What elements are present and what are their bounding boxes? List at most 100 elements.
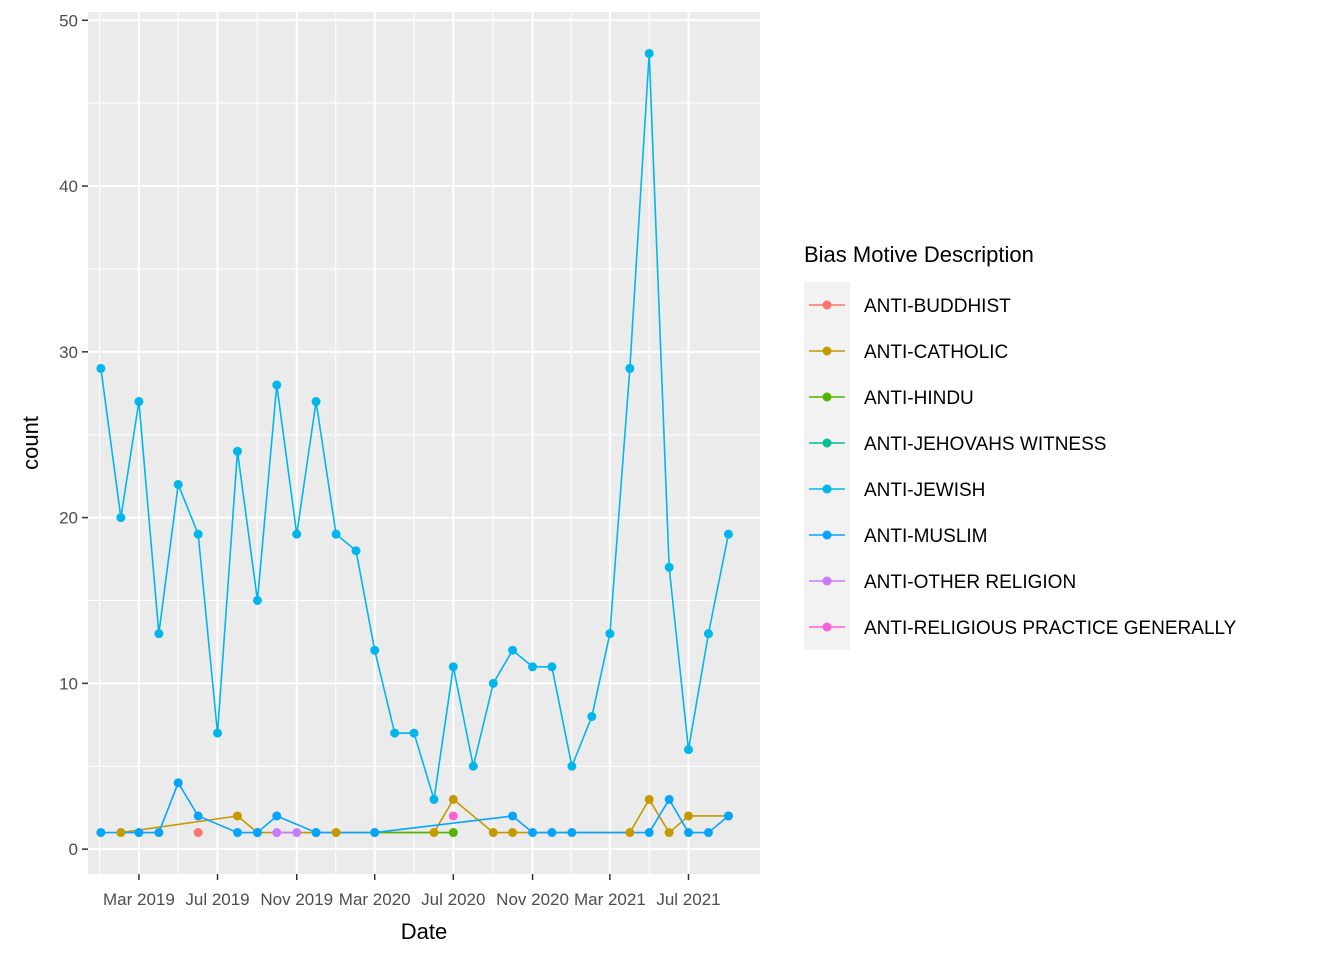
point-anti-catholic [331,828,341,838]
point-anti-catholic [683,811,693,821]
point-anti-jewish [252,595,262,605]
point-anti-muslim [664,794,674,804]
point-anti-jewish [567,761,577,771]
legend-label-anti-jewish: ANTI-JEWISH [864,480,985,501]
point-anti-muslim [252,828,262,838]
point-anti-jewish [232,446,242,456]
legend-items: ANTI-BUDDHIST ANTI-CATHOLIC ANTI-HINDU ANTI… [809,296,1237,639]
point-anti-muslim [232,828,242,838]
point-anti-jewish [547,662,557,672]
point-anti-catholic [644,794,654,804]
point-anti-catholic [116,828,126,838]
legend-key-point-anti-jewish [822,484,832,494]
point-anti-muslim [173,778,183,788]
legend-label-anti-religious-practice-generally: ANTI-RELIGIOUS PRACTICE GENERALLY [864,618,1237,639]
point-anti-jewish [587,712,597,722]
point-anti-jewish [370,645,380,655]
x-axis-title: Date [401,919,447,944]
point-anti-jewish [429,794,439,804]
x-axis: Mar 2019 Jul 2019 Nov 2019 Mar 2020 Jul 2020… [103,874,721,909]
point-anti-muslim [370,828,380,838]
point-anti-jewish [116,513,126,523]
y-tick-label: 30 [59,343,78,362]
legend-key-point-anti-other-religion [822,576,832,586]
point-anti-religious-practice-generally [448,811,458,821]
x-tick-label: Mar 2021 [574,890,646,909]
point-anti-jewish [96,363,106,373]
point-anti-jewish [468,761,478,771]
point-anti-catholic [448,794,458,804]
point-anti-jewish [448,662,458,672]
point-anti-jewish [625,363,635,373]
point-anti-muslim [683,828,693,838]
grid-major [88,12,760,874]
point-anti-jewish [193,529,203,539]
point-anti-jewish [272,380,282,390]
x-tick-label: Nov 2020 [496,890,569,909]
point-anti-jewish [644,48,654,58]
y-tick-label: 20 [59,509,78,528]
legend-title: Bias Motive Description [804,242,1034,267]
legend-key-point-anti-muslim [822,530,832,540]
point-anti-catholic [625,828,635,838]
legend-label-anti-catholic: ANTI-CATHOLIC [864,342,1008,363]
legend: Bias Motive Description ANTI-BUDDHIST ANT… [804,242,1237,650]
point-anti-catholic [488,828,498,838]
point-anti-muslim [528,828,538,838]
point-anti-jewish [488,678,498,688]
series-points [96,48,733,838]
point-anti-jewish [508,645,518,655]
legend-key-point-anti-catholic [822,346,832,356]
legend-key-point-anti-hindu [822,392,832,402]
y-axis-title: count [18,416,43,470]
point-anti-muslim [154,828,164,838]
point-anti-buddhist [193,828,203,838]
point-anti-jewish [173,479,183,489]
x-tick-label: Jul 2019 [185,890,249,909]
point-anti-jewish [351,546,361,556]
point-anti-jewish [723,529,733,539]
point-anti-jewish [683,745,693,755]
point-anti-catholic [232,811,242,821]
y-tick-label: 10 [59,674,78,693]
x-tick-label: Nov 2019 [260,890,333,909]
y-axis: 0 10 20 30 40 50 [59,11,88,859]
point-anti-muslim [547,828,557,838]
point-anti-catholic [664,828,674,838]
point-anti-muslim [96,828,106,838]
legend-label-anti-other-religion: ANTI-OTHER RELIGION [864,572,1076,593]
point-anti-muslim [508,811,518,821]
y-tick-label: 50 [59,11,78,30]
point-anti-jewish [213,728,223,738]
point-anti-jewish [409,728,419,738]
point-anti-muslim [567,828,577,838]
point-anti-catholic [508,828,518,838]
x-tick-label: Jul 2020 [421,890,485,909]
legend-label-anti-buddhist: ANTI-BUDDHIST [864,296,1011,317]
x-tick-label: Mar 2020 [339,890,411,909]
point-anti-muslim [134,828,144,838]
legend-label-anti-muslim: ANTI-MUSLIM [864,526,988,547]
legend-key-point-anti-religious-practice-generally [822,622,832,632]
legend-key-background [804,282,850,650]
point-anti-other-religion [272,828,282,838]
point-anti-muslim [723,811,733,821]
legend-key-point-anti-buddhist [822,300,832,310]
x-tick-label: Jul 2021 [656,890,720,909]
legend-key-point-anti-jehovahs-witness [822,438,832,448]
point-anti-jewish [134,397,144,407]
point-anti-jewish [390,728,400,738]
point-anti-catholic [429,828,439,838]
point-anti-jewish [703,629,713,639]
point-anti-jewish [154,629,164,639]
point-anti-muslim [311,828,321,838]
point-anti-other-religion [292,828,302,838]
grid-minor [88,12,760,874]
point-anti-muslim [644,828,654,838]
series-line-anti-catholic [120,798,729,834]
point-anti-muslim [272,811,282,821]
point-anti-jewish [664,562,674,572]
x-tick-label: Mar 2019 [103,890,175,909]
point-anti-hindu [448,828,458,838]
